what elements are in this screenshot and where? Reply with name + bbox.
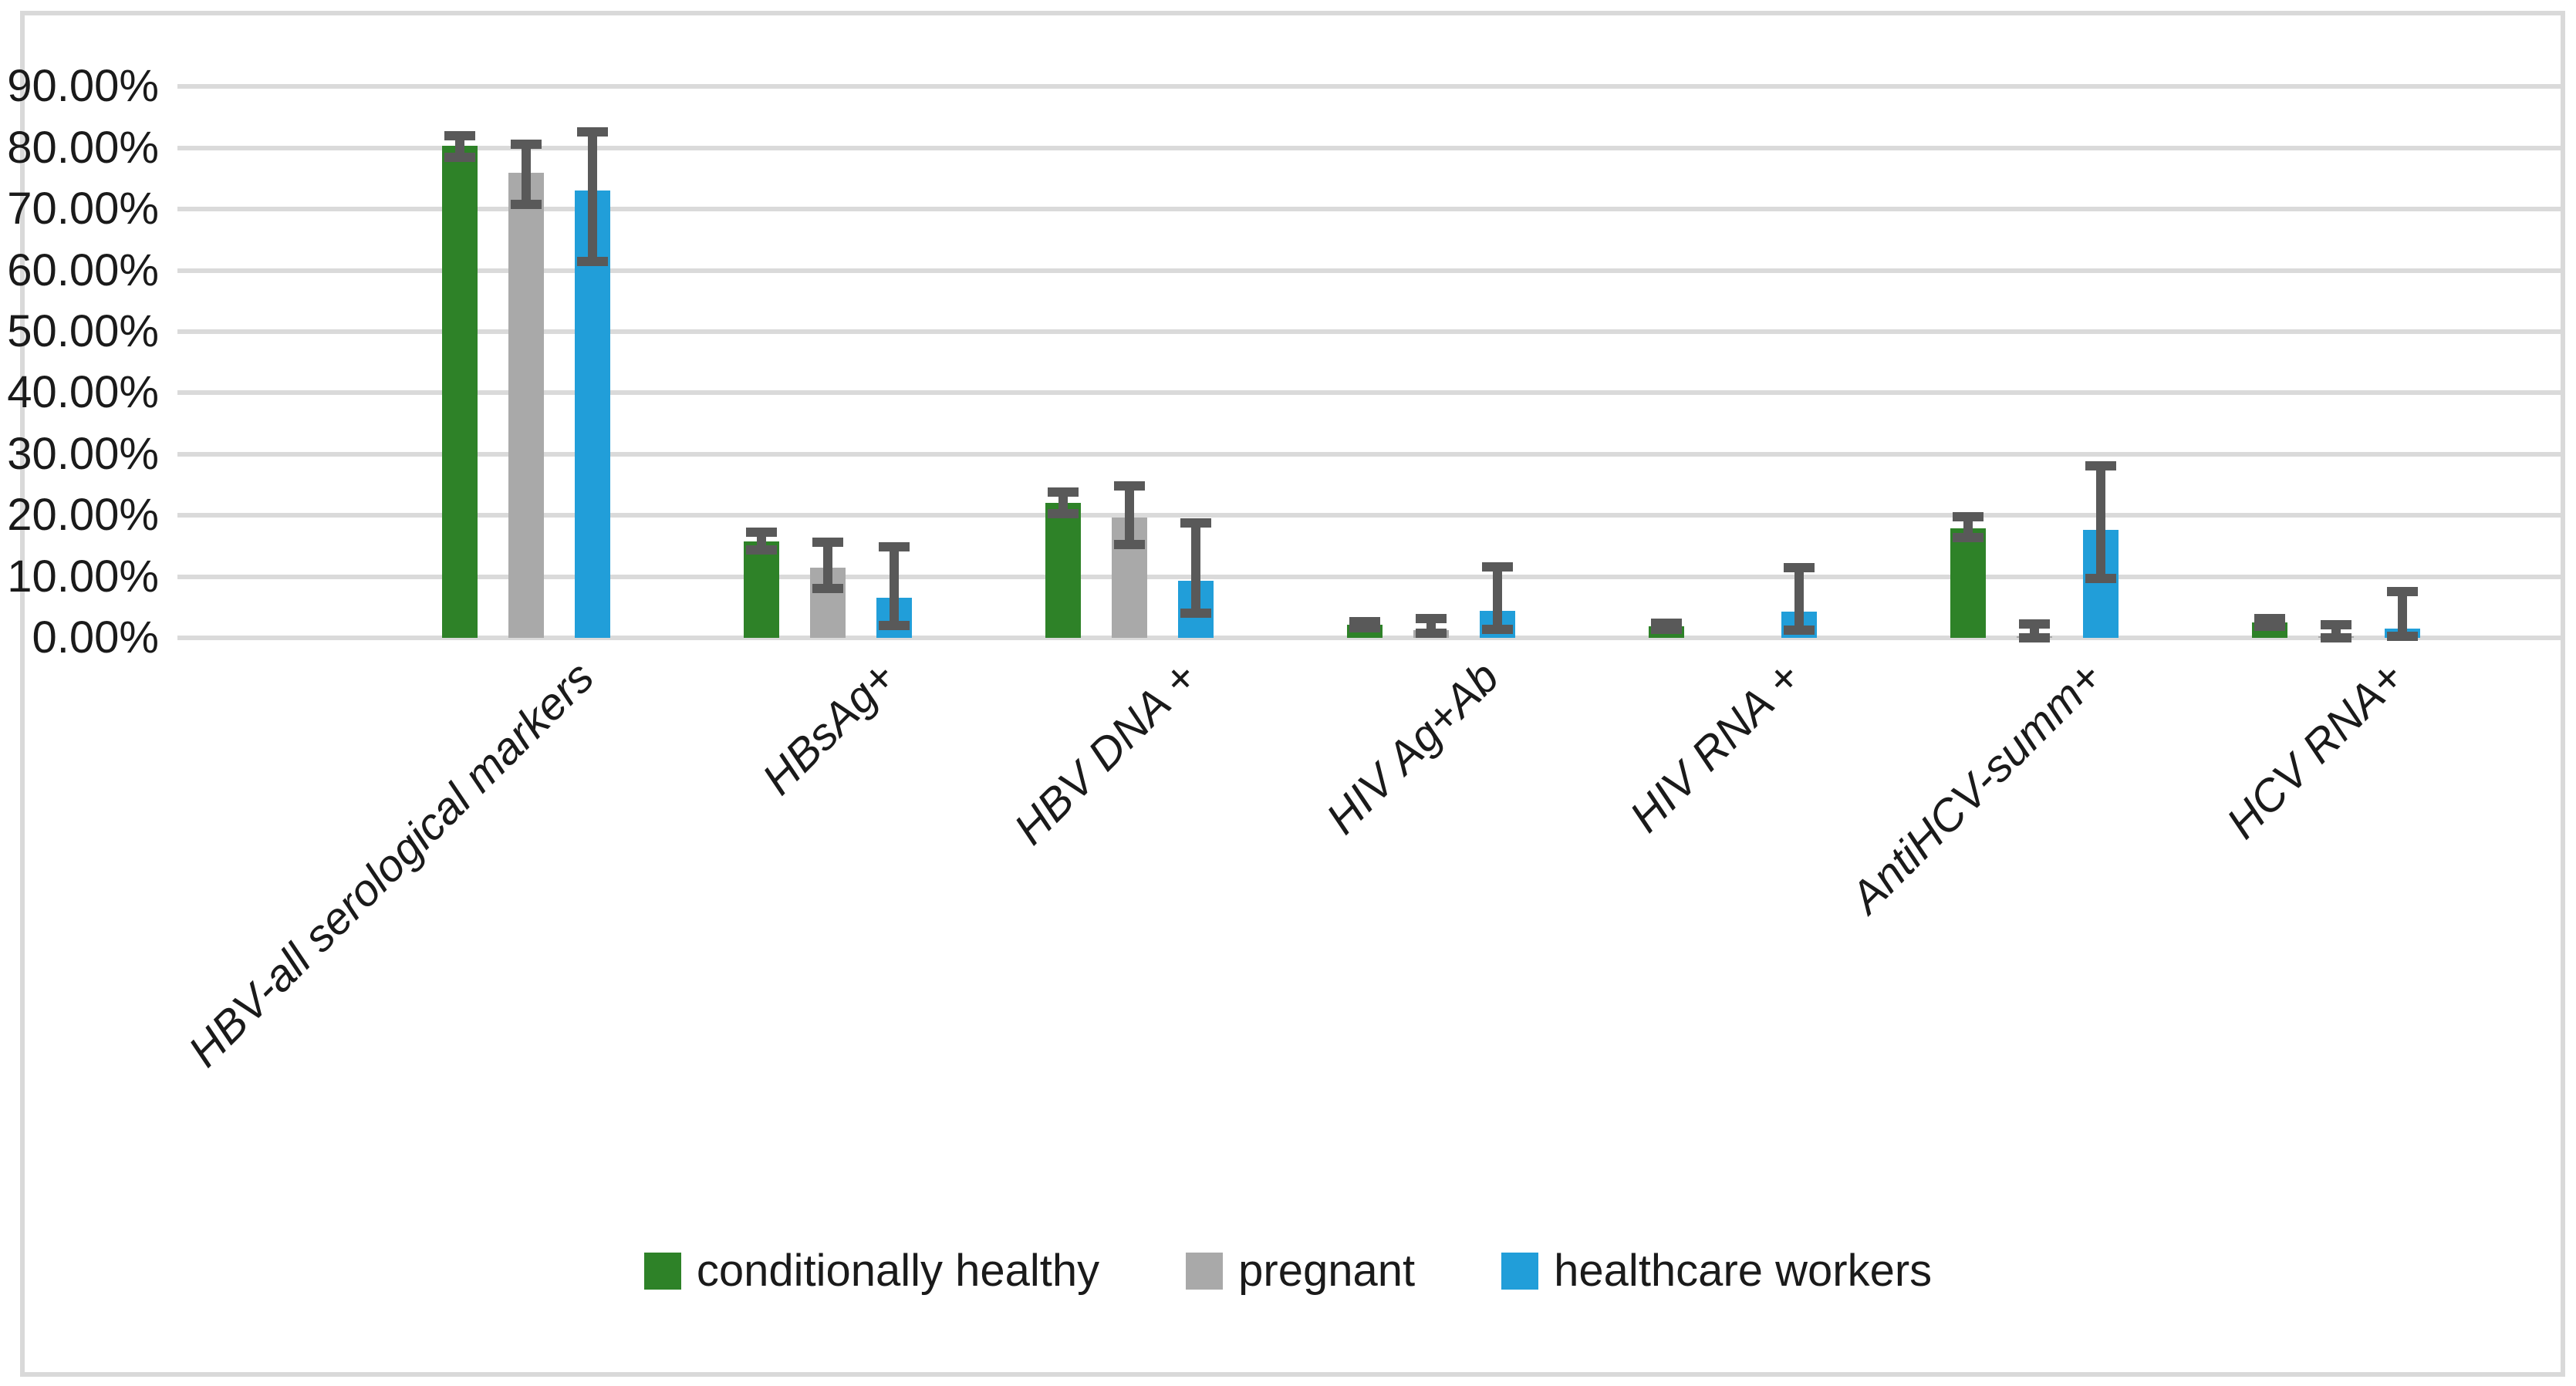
error-bar-cap [1180,609,1211,619]
legend-swatch [643,1253,681,1290]
error-bar-cap [1047,508,1079,518]
error-bar-cap [1415,613,1447,623]
error-bar-cap [1783,626,1815,636]
error-bar [889,547,899,626]
bar [743,541,779,638]
error-bar-cap [510,140,542,150]
error-bar [2095,465,2105,578]
error-bar-cap [1180,518,1211,528]
error-bar-cap [2320,633,2351,642]
error-bar-cap [1349,623,1380,633]
error-bar [1794,567,1804,631]
error-bar-cap [2254,613,2285,623]
gridline [177,268,2561,273]
error-bar-cap [2085,573,2116,583]
legend-swatch [1186,1253,1224,1290]
legend-swatch [1501,1253,1539,1290]
y-axis-tick-label: 50.00% [7,306,159,356]
gridline [177,451,2561,457]
error-bar [1124,486,1134,545]
y-axis-tick-label: 80.00% [7,122,159,173]
error-bar [1190,522,1200,614]
bar [1045,502,1081,638]
error-bar-cap [576,257,608,267]
error-bar-cap [1952,511,1983,521]
legend-item: healthcare workers [1501,1246,1932,1296]
y-axis-tick-label: 20.00% [7,490,159,541]
y-axis-tick-label: 10.00% [7,551,159,602]
error-bar-cap [444,152,475,162]
y-axis-tick-label: 40.00% [7,367,159,418]
error-bar-cap [2018,633,2050,642]
error-bar [2397,592,2407,636]
error-bar-cap [1415,629,1447,639]
error-bar-cap [576,127,608,137]
error-bar-cap [1113,481,1145,491]
legend-item: conditionally healthy [643,1246,1100,1296]
gridline [177,329,2561,334]
error-bar-cap [745,545,777,555]
error-bar [1058,492,1068,514]
y-axis-tick-label: 70.00% [7,184,159,234]
legend-label: healthcare workers [1554,1246,1933,1296]
error-bar-cap [510,199,542,209]
error-bar-cap [1481,624,1513,634]
error-bar-cap [1650,624,1682,634]
error-bar-cap [2085,460,2116,470]
error-bar [822,542,832,588]
error-bar-cap [1047,487,1079,497]
error-bar-cap [2018,619,2050,629]
bar [1950,528,1986,638]
y-axis-tick-label: 90.00% [7,61,159,112]
gridline [177,513,2561,518]
error-bar-cap [2320,619,2351,629]
error-bar-cap [878,542,910,552]
error-bar [1492,566,1502,629]
error-bar [454,135,464,157]
gridline [177,390,2561,396]
gridline [177,207,2561,212]
legend-label: pregnant [1238,1246,1416,1296]
error-bar-cap [1783,562,1815,572]
error-bar-cap [812,538,843,548]
error-bar-cap [444,130,475,140]
bar [441,145,478,638]
error-bar-cap [1113,540,1145,550]
figure-frame [20,11,2565,1377]
y-axis-tick-label: 60.00% [7,244,159,295]
y-axis-tick-label: 0.00% [32,612,159,663]
legend-label: conditionally healthy [696,1246,1100,1296]
error-bar [1963,516,1973,538]
error-bar-cap [812,583,843,593]
gridline [177,636,2561,640]
error-bar-cap [878,621,910,631]
gridline [177,84,2561,89]
bar [508,172,544,638]
error-bar-cap [2386,631,2418,641]
error-bar [521,144,531,204]
legend: conditionally healthy pregnant healthcare … [0,1233,2576,1310]
error-bar-cap [1952,532,1983,542]
error-bar-cap [745,528,777,538]
error-bar-cap [2254,621,2285,631]
gridline [177,145,2561,150]
error-bar-cap [1481,561,1513,572]
legend-item: pregnant [1186,1246,1415,1296]
error-bar-cap [2386,587,2418,597]
gridline [177,574,2561,579]
error-bar [587,132,597,262]
y-axis-tick-label: 30.00% [7,428,159,479]
